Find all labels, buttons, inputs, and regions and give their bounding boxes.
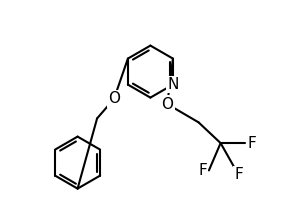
Text: N: N	[167, 77, 179, 92]
Text: F: F	[198, 163, 207, 178]
Text: O: O	[161, 97, 173, 112]
Text: F: F	[248, 136, 256, 151]
Text: O: O	[108, 91, 120, 106]
Text: F: F	[234, 167, 243, 182]
